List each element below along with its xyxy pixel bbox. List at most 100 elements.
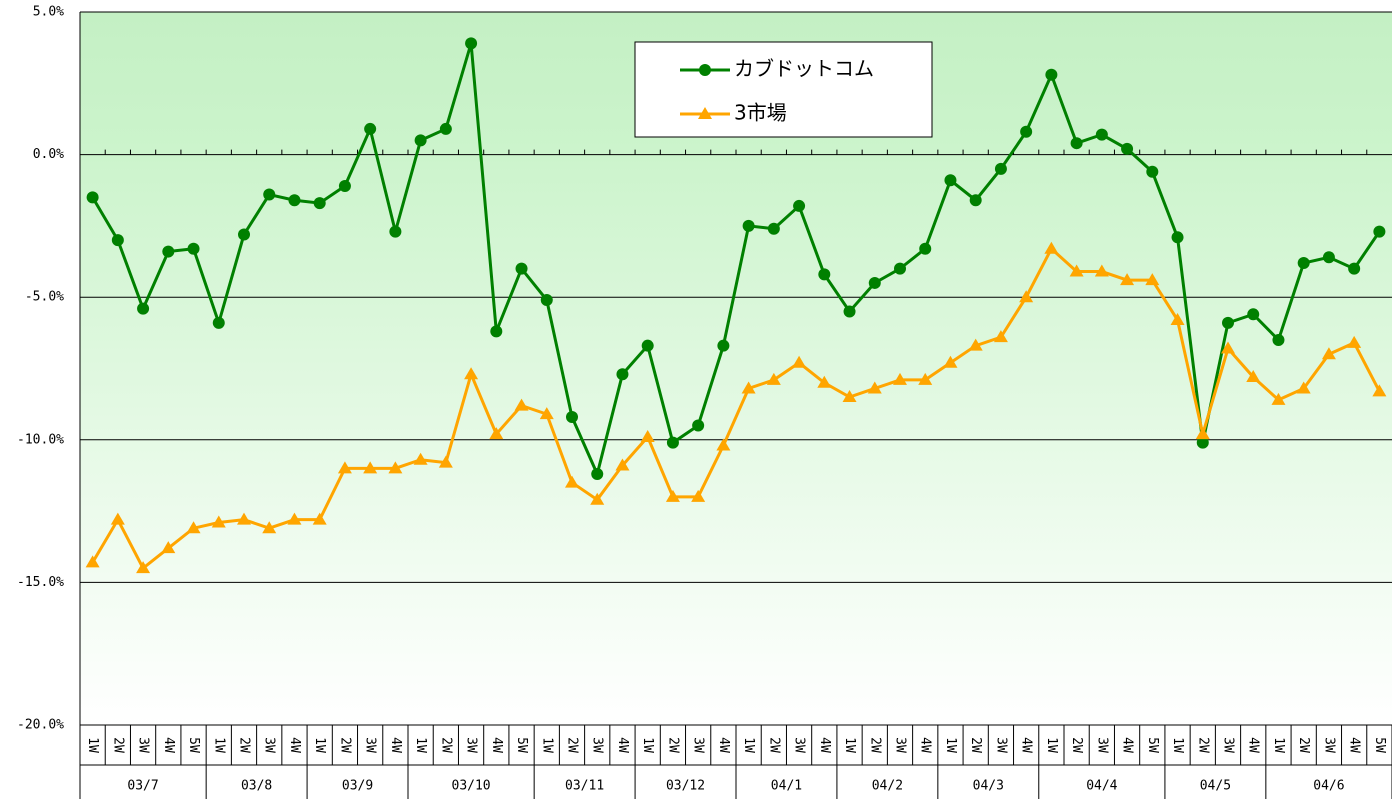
group-label: 03/12 [666,779,705,794]
point [1145,273,1160,286]
point [211,515,226,528]
point [665,489,680,502]
point [1121,142,1134,155]
point [337,461,352,474]
x-tick-label: 3W [590,737,605,753]
point [692,419,705,432]
point [1372,384,1387,397]
point [818,268,831,281]
x-tick-label: 3W [792,737,807,753]
point [413,452,428,465]
x-tick-label: 3W [893,737,908,753]
point [919,242,932,255]
group-label: 04/6 [1313,779,1344,794]
point [842,390,857,403]
x-tick-label: 1W [741,737,756,753]
x-tick-label: 4W [489,737,504,753]
point [1222,316,1234,329]
point [1094,264,1109,277]
x-tick-label: 2W [766,737,781,753]
x-tick-label: 4W [1246,737,1261,753]
point [1271,392,1286,405]
x-tick-label: 3W [136,737,151,753]
point [1171,231,1184,244]
point [1246,370,1261,383]
point [993,330,1008,343]
x-tick-label: 4W [161,737,176,753]
point [1247,308,1260,321]
group-label: 03/8 [241,779,272,794]
point [969,194,982,207]
x-tick-label: 4W [1019,737,1034,753]
point [1095,128,1108,141]
x-tick-label: 1W [943,737,958,753]
point [615,458,630,471]
x-tick-label: 1W [312,737,327,753]
x-tick-label: 4W [918,737,933,753]
point [1296,381,1311,394]
x-tick-label: 3W [1094,737,1109,753]
y-tick-label: -10.0% [17,432,64,447]
group-label: 04/4 [1086,779,1117,794]
point [590,492,605,505]
x-tick-label: 4W [615,737,630,753]
group-label: 04/3 [973,779,1004,794]
point [1297,256,1310,269]
point [136,561,151,574]
point [539,407,554,420]
point [1146,165,1159,178]
x-tick-label: 1W [211,737,226,753]
group-label: 03/10 [452,779,491,794]
point [1221,341,1235,354]
x-tick-label: 2W [1296,737,1311,753]
x-tick-label: 2W [337,737,352,753]
x-tick-label: 2W [1069,737,1084,753]
point [1170,313,1185,326]
x-tick-label: 5W [1372,737,1387,753]
point [1019,290,1034,303]
point [137,302,150,315]
point [766,372,781,385]
group-label: 04/5 [1200,779,1231,794]
point [186,521,201,534]
point [641,339,654,352]
point [312,512,327,525]
point [591,468,604,481]
x-tick-label: 2W [968,737,983,753]
point [666,436,679,449]
point [717,339,730,352]
x-tick-label: 2W [565,737,580,753]
point [616,368,629,381]
point [86,191,99,204]
point [1272,333,1285,346]
x-tick-label: 1W [640,737,655,753]
x-tick-label: 4W [1120,737,1135,753]
point [1196,436,1209,449]
x-tick-label: 1W [1170,737,1185,753]
point [1195,427,1210,440]
point [793,199,806,212]
point [1120,273,1135,286]
point [943,355,958,368]
x-tick-label: 3W [691,737,706,753]
legend-label: カブドットコム [734,57,874,81]
x-tick-label: 1W [539,737,554,753]
point [1322,251,1335,264]
point [313,197,326,210]
point [110,512,125,525]
point [767,222,780,235]
y-tick-label: -20.0% [17,718,64,733]
x-tick-label: 1W [1271,737,1286,753]
point [439,122,452,135]
point [388,461,403,474]
x-tick-label: 5W [1145,737,1160,753]
point [566,410,578,423]
group-label: 03/11 [565,779,604,794]
legend [634,41,933,138]
point [162,245,175,258]
x-tick-label: 3W [1321,737,1336,753]
x-tick-label: 2W [665,737,680,753]
x-tick-label: 2W [1195,737,1210,753]
point [187,242,200,255]
point [237,512,251,525]
